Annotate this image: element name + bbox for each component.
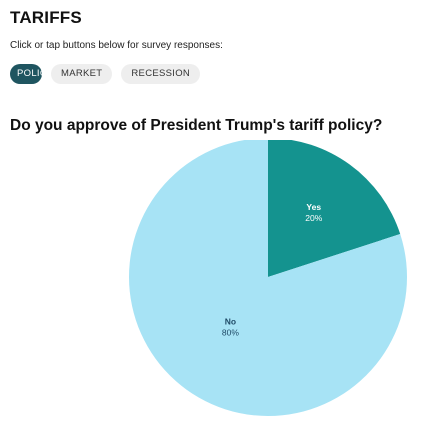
policy-button[interactable]: POLICY [10, 64, 42, 84]
instructions-text: Click or tap buttons below for survey re… [10, 40, 223, 51]
slice-no-value: 80% [222, 328, 239, 338]
slice-no[interactable] [129, 140, 407, 416]
slice-yes-value: 20% [305, 213, 322, 223]
page-title: TARIFFS [10, 8, 82, 27]
survey-question: Do you approve of President Trump's tari… [10, 117, 383, 134]
recession-button[interactable]: RECESSION [121, 64, 201, 84]
slice-yes[interactable] [268, 140, 401, 277]
topic-button-row: POLICY MARKET RECESSION [10, 64, 201, 84]
donut-chart: Yes 20% No 80% [129, 140, 407, 416]
slice-no-label: No [225, 317, 236, 327]
slice-yes-label: Yes [306, 202, 321, 212]
market-button[interactable]: MARKET [51, 64, 113, 84]
